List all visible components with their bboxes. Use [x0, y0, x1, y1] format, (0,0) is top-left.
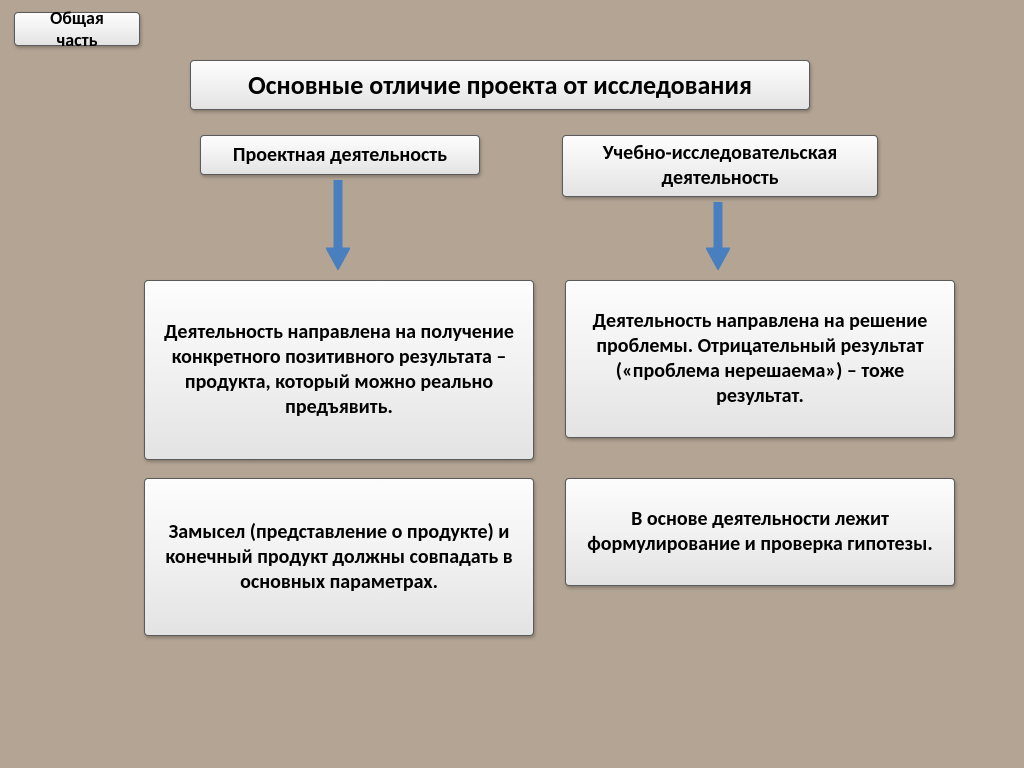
column-header-right: Учебно-исследовательская деятельность	[562, 135, 878, 197]
arrow-left	[326, 180, 350, 270]
column-header-left-text: Проектная деятельность	[233, 143, 447, 168]
section-badge-label: Общая часть	[29, 7, 125, 52]
left-body-2-text: Замысел (представление о продукте) и кон…	[159, 520, 519, 595]
left-body-2: Замысел (представление о продукте) и кон…	[144, 478, 534, 636]
slide-title-text: Основные отличие проекта от исследования	[248, 69, 752, 102]
right-body-2-text: В основе деятельности лежит формулирован…	[580, 507, 940, 557]
right-body-2: В основе деятельности лежит формулирован…	[565, 478, 955, 586]
section-badge: Общая часть	[14, 12, 140, 46]
right-body-1-text: Деятельность направлена на решение пробл…	[580, 309, 940, 409]
slide-title: Основные отличие проекта от исследования	[190, 60, 810, 110]
arrow-right	[706, 202, 730, 270]
column-header-left: Проектная деятельность	[200, 135, 480, 175]
column-header-right-text: Учебно-исследовательская деятельность	[577, 141, 863, 191]
left-body-1-text: Деятельность направлена на получение кон…	[159, 320, 519, 420]
right-body-1: Деятельность направлена на решение пробл…	[565, 280, 955, 438]
left-body-1: Деятельность направлена на получение кон…	[144, 280, 534, 460]
